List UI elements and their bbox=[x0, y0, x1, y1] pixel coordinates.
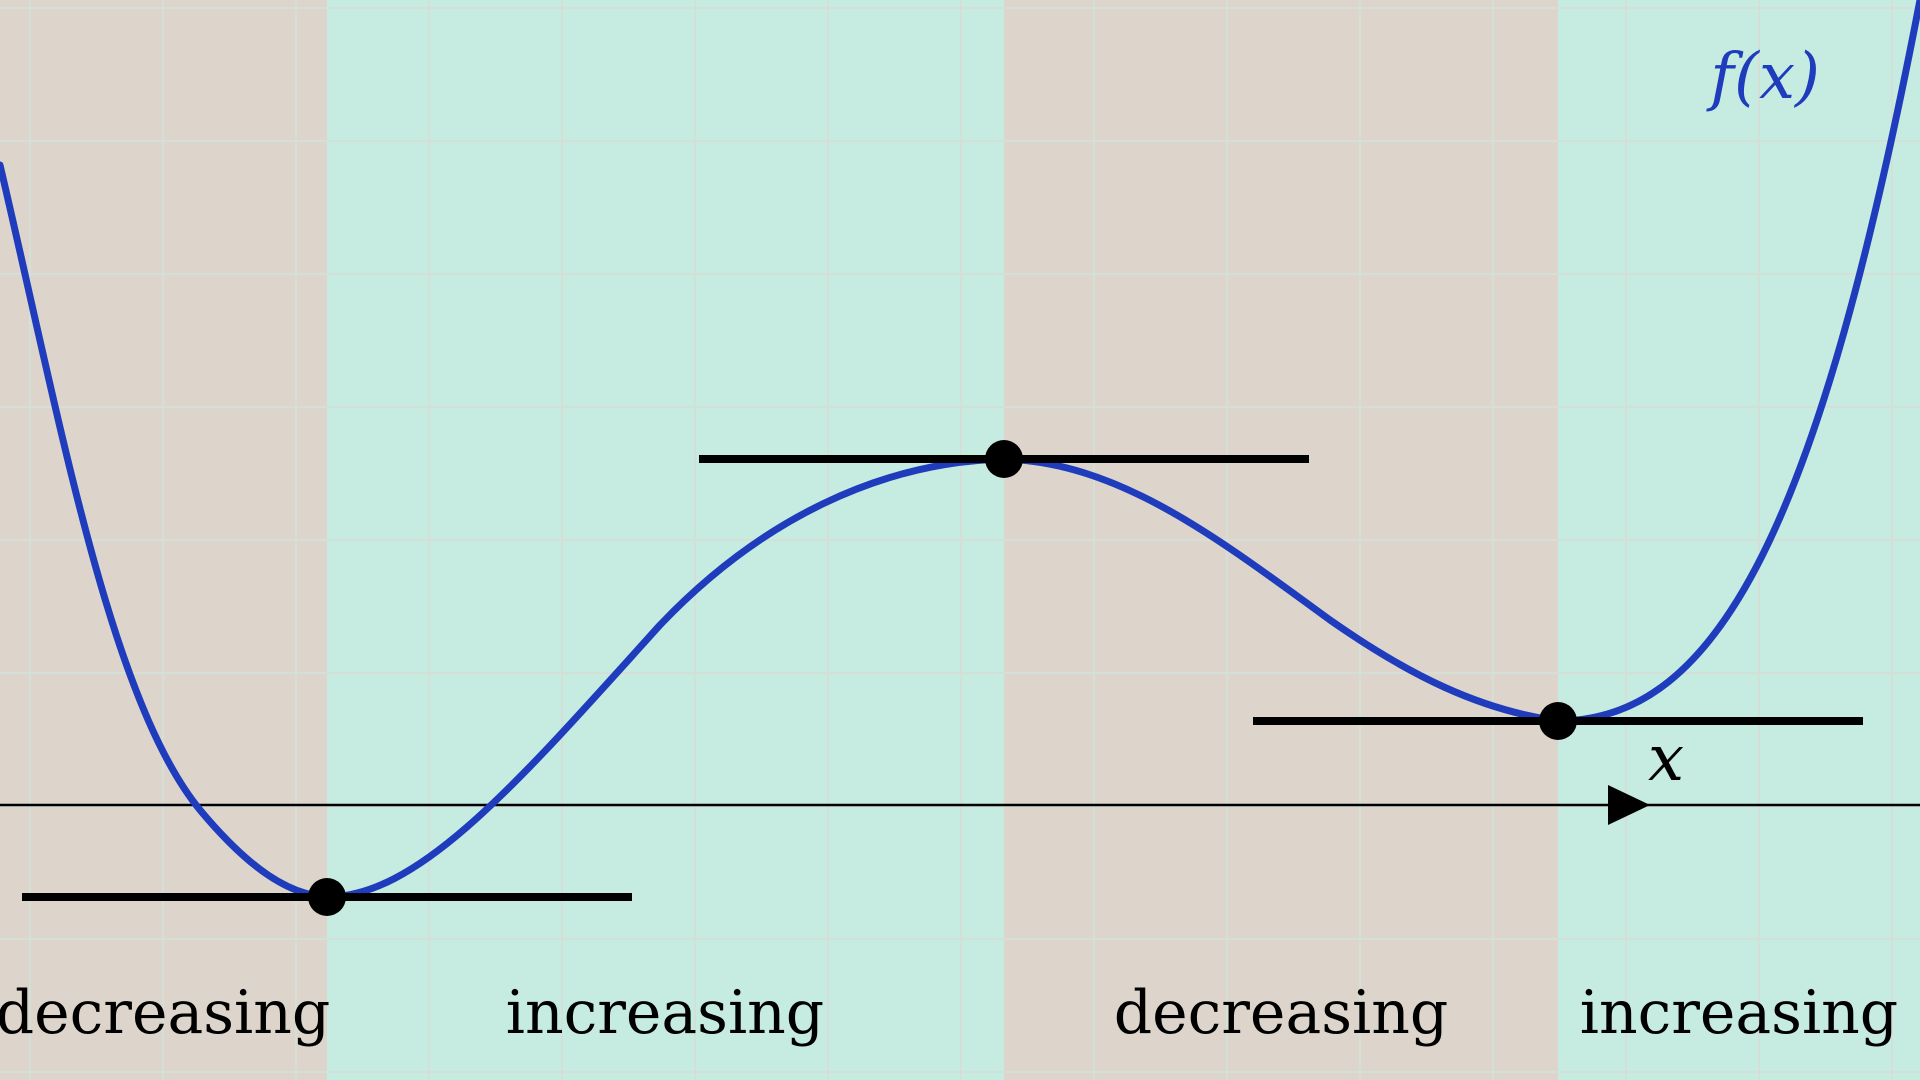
function-label: f(x) bbox=[1706, 40, 1820, 114]
critical-points bbox=[308, 440, 1577, 916]
region-label-increasing: increasing bbox=[1580, 978, 1898, 1048]
critical-point-local-maximum bbox=[985, 440, 1023, 478]
region-label-decreasing: decreasing bbox=[1114, 978, 1449, 1048]
critical-point-local-minimum bbox=[1539, 702, 1577, 740]
x-axis: x bbox=[0, 722, 1920, 825]
x-axis-label: x bbox=[1648, 722, 1684, 796]
function-curve bbox=[0, 0, 1920, 901]
region-labels: decreasing increasing decreasing increas… bbox=[0, 978, 1898, 1048]
critical-point-local-minimum bbox=[308, 878, 346, 916]
x-axis-arrowhead bbox=[1608, 785, 1650, 825]
region-label-decreasing: decreasing bbox=[0, 978, 330, 1048]
region-label-increasing: increasing bbox=[506, 978, 824, 1048]
